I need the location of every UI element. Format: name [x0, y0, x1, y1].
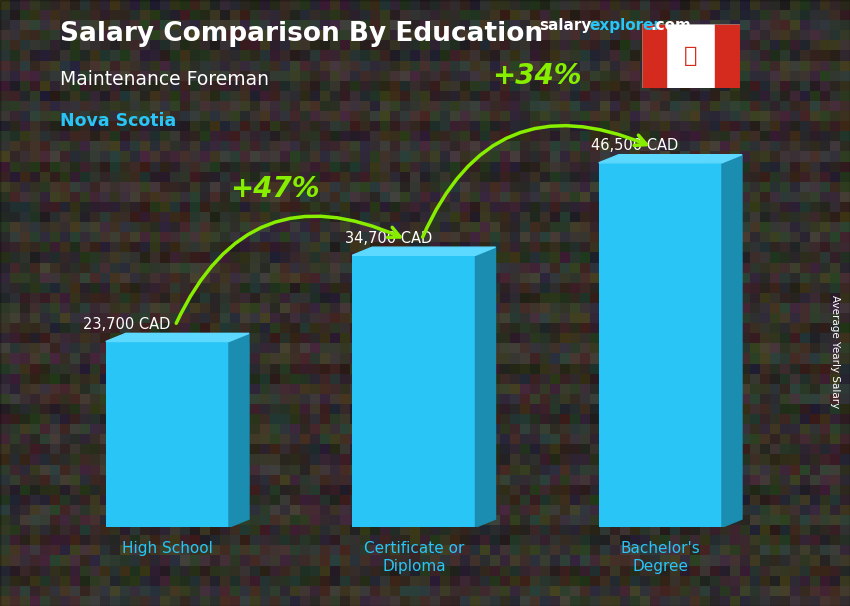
- Bar: [642, 24, 666, 88]
- Text: salary: salary: [540, 18, 592, 33]
- Polygon shape: [352, 247, 496, 255]
- Bar: [105, 342, 229, 527]
- Bar: [598, 163, 722, 527]
- Text: Maintenance Foreman: Maintenance Foreman: [60, 70, 269, 88]
- Text: Average Yearly Salary: Average Yearly Salary: [830, 295, 840, 408]
- Bar: [352, 255, 475, 527]
- Polygon shape: [105, 333, 249, 342]
- Text: 23,700 CAD: 23,700 CAD: [82, 317, 170, 332]
- Text: explorer: explorer: [589, 18, 661, 33]
- Bar: [715, 24, 740, 88]
- Text: +47%: +47%: [230, 175, 320, 202]
- Text: 34,700 CAD: 34,700 CAD: [344, 231, 432, 246]
- Text: 46,500 CAD: 46,500 CAD: [591, 138, 678, 153]
- Polygon shape: [598, 155, 742, 163]
- Text: Nova Scotia: Nova Scotia: [60, 112, 176, 130]
- Text: Salary Comparison By Education: Salary Comparison By Education: [60, 21, 542, 47]
- Polygon shape: [722, 155, 742, 527]
- Text: +34%: +34%: [492, 62, 582, 90]
- Text: .com: .com: [650, 18, 691, 33]
- Text: 🍁: 🍁: [684, 46, 697, 66]
- Polygon shape: [229, 333, 249, 527]
- Polygon shape: [475, 247, 496, 527]
